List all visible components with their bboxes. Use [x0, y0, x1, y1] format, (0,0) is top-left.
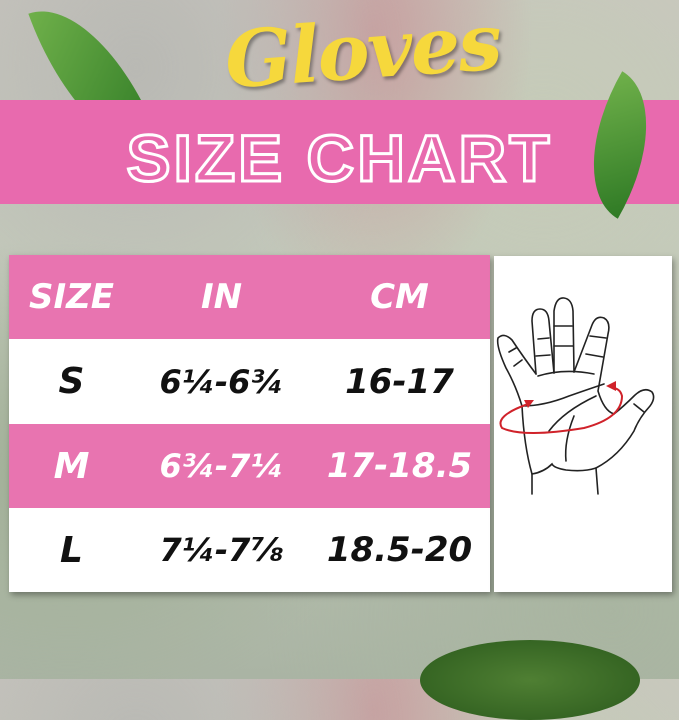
table-row: S 6¼-6¾ 16-17 [9, 339, 490, 424]
size-cell: L [60, 529, 83, 571]
column-header-size: SIZE [28, 277, 115, 317]
table-header: SIZE IN CM [9, 255, 490, 339]
table-row: M 6¾-7¼ 17-18.5 [9, 424, 490, 508]
size-table: SIZE IN CM S 6¼-6¾ 16-17 M 6¾-7¼ 17-18.5… [9, 255, 490, 592]
title-banner [0, 100, 679, 204]
inches-cell: 7¼-7⅞ [159, 531, 284, 569]
cm-cell: 17-18.5 [326, 446, 473, 486]
column-header-in: IN [200, 277, 243, 317]
inches-cell: 6¾-7¼ [159, 447, 284, 485]
leaf-decoration [420, 640, 640, 720]
cm-cell: 16-17 [345, 361, 454, 402]
column-header-cm: CM [370, 277, 429, 317]
table-row: L 7¼-7⅞ 18.5-20 [9, 508, 490, 592]
size-cell: S [58, 361, 85, 402]
cm-cell: 18.5-20 [326, 530, 473, 570]
script-title: Gloves [222, 0, 503, 107]
page-title: SIZE CHART [125, 120, 553, 197]
hand-illustration-panel [494, 256, 672, 592]
hand-measure-icon [496, 297, 655, 495]
inches-cell: 6¼-6¾ [159, 362, 284, 401]
size-cell: M [53, 445, 90, 487]
